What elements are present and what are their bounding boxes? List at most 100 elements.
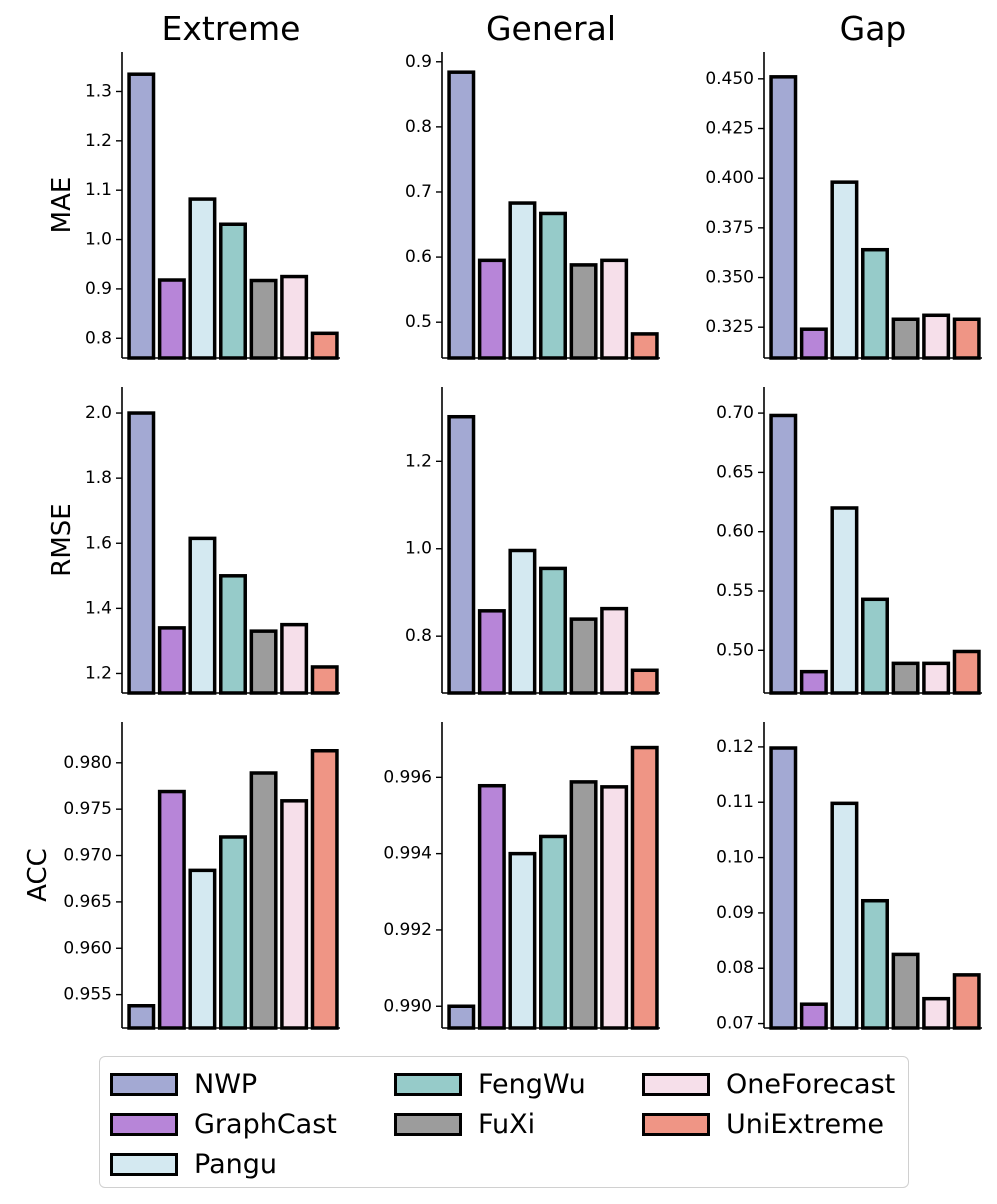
y-tick-label-acc-gap: 0.11 <box>716 792 754 812</box>
legend-item-fuxi: FuXi <box>394 1104 535 1144</box>
y-tick-label-acc-extreme: 0.970 <box>63 846 112 866</box>
bar-rmse-extreme-pangu <box>188 536 217 695</box>
bar-acc-general-nwp <box>447 1004 476 1030</box>
y-tick-label-acc-extreme: 0.955 <box>63 985 112 1005</box>
legend-swatch-graphcast <box>110 1112 178 1136</box>
bar-mae-gap-fengwu <box>861 247 889 360</box>
legend-swatch-pangu <box>110 1152 178 1176</box>
legend-label-pangu: Pangu <box>194 1148 277 1180</box>
y-tick-label-rmse-general: 1.0 <box>405 539 432 559</box>
y-tick-label-mae-gap: 0.350 <box>705 268 754 288</box>
legend-label-uniextreme: UniExtreme <box>726 1108 885 1140</box>
bar-mae-general-fuxi <box>569 263 598 360</box>
legend-item-uniextreme: UniExtreme <box>642 1104 884 1144</box>
y-tick-label-rmse-gap: 0.60 <box>716 522 754 542</box>
y-tick-label-acc-extreme: 0.960 <box>63 938 112 958</box>
bar-acc-extreme-graphcast <box>157 789 186 1030</box>
bar-mae-gap-nwp <box>769 75 798 360</box>
bar-acc-extreme-fuxi <box>249 771 278 1030</box>
row-label-rmse: RMSE <box>47 503 77 576</box>
legend-swatch-uniextreme <box>642 1112 710 1136</box>
y-tick-label-rmse-general: 0.8 <box>405 626 432 646</box>
bar-acc-gap-oneforecast <box>922 996 951 1030</box>
y-tick-label-rmse-gap: 0.55 <box>716 581 754 601</box>
legend-swatch-nwp <box>110 1072 178 1096</box>
bar-rmse-general-oneforecast <box>600 606 629 695</box>
bar-mae-extreme-graphcast <box>157 278 186 360</box>
y-tick-label-mae-extreme: 1.1 <box>85 180 112 200</box>
bar-acc-general-fuxi <box>569 780 598 1030</box>
y-tick-label-rmse-extreme: 2.0 <box>85 403 112 423</box>
bar-acc-gap-graphcast <box>799 1002 828 1030</box>
y-tick-label-acc-general: 0.994 <box>383 844 432 864</box>
bar-rmse-gap-nwp <box>769 413 798 695</box>
bar-rmse-extreme-uniextreme <box>310 665 339 695</box>
y-tick-label-rmse-extreme: 1.8 <box>85 468 112 488</box>
bar-acc-extreme-uniextreme <box>310 749 339 1030</box>
y-tick-label-mae-general: 0.7 <box>405 182 432 202</box>
bar-rmse-general-graphcast <box>477 609 506 695</box>
legend-item-pangu: Pangu <box>110 1144 277 1184</box>
y-tick-label-mae-general: 0.6 <box>405 247 432 267</box>
bar-rmse-extreme-oneforecast <box>280 622 309 695</box>
y-tick-label-mae-extreme: 1.0 <box>85 230 112 250</box>
bar-rmse-gap-graphcast <box>799 669 828 695</box>
legend-swatch-fuxi <box>394 1112 462 1136</box>
legend-swatch-fengwu <box>394 1072 462 1096</box>
y-tick-label-mae-extreme: 1.3 <box>85 81 112 101</box>
legend-label-oneforecast: OneForecast <box>726 1068 896 1100</box>
y-tick-label-acc-extreme: 0.975 <box>63 799 112 819</box>
y-tick-label-mae-general: 0.9 <box>405 52 432 72</box>
bar-rmse-extreme-graphcast <box>157 626 186 695</box>
bar-mae-gap-graphcast <box>799 327 828 360</box>
legend-label-fuxi: FuXi <box>478 1108 536 1140</box>
legend-label-fengwu: FengWu <box>478 1068 586 1100</box>
bar-rmse-gap-fengwu <box>861 597 889 695</box>
bar-acc-general-graphcast <box>477 783 506 1030</box>
bar-mae-general-graphcast <box>477 258 506 360</box>
bar-acc-general-uniextreme <box>630 745 659 1030</box>
y-tick-label-acc-gap: 0.09 <box>716 903 754 923</box>
bar-acc-extreme-fengwu <box>219 835 247 1030</box>
y-tick-label-rmse-extreme: 1.6 <box>85 533 112 553</box>
bar-mae-gap-pangu <box>830 180 859 360</box>
column-title-extreme: Extreme <box>162 9 301 48</box>
bar-mae-extreme-fengwu <box>219 222 247 360</box>
y-tick-label-rmse-extreme: 1.2 <box>85 663 112 683</box>
column-title-gap: Gap <box>840 9 907 48</box>
bar-acc-gap-fuxi <box>891 952 920 1030</box>
bar-mae-general-nwp <box>447 70 476 360</box>
y-tick-label-mae-gap: 0.425 <box>705 119 754 139</box>
bar-mae-extreme-fuxi <box>249 278 278 360</box>
y-tick-label-acc-extreme: 0.965 <box>63 892 112 912</box>
bar-mae-extreme-oneforecast <box>280 274 309 360</box>
bar-mae-gap-uniextreme <box>952 317 981 360</box>
legend-swatch-oneforecast <box>642 1072 710 1096</box>
y-tick-label-rmse-gap: 0.65 <box>716 462 754 482</box>
y-tick-label-mae-extreme: 0.9 <box>85 279 112 299</box>
bar-acc-extreme-pangu <box>188 868 217 1030</box>
bar-rmse-general-fuxi <box>569 617 598 695</box>
row-label-mae: MAE <box>47 177 77 234</box>
legend-label-graphcast: GraphCast <box>194 1108 337 1140</box>
y-tick-label-acc-gap: 0.10 <box>716 848 754 868</box>
bar-mae-gap-fuxi <box>891 317 920 360</box>
bar-rmse-general-fengwu <box>539 566 567 695</box>
bar-mae-extreme-nwp <box>127 72 156 360</box>
bar-mae-general-pangu <box>508 201 537 360</box>
y-tick-label-acc-extreme: 0.980 <box>63 753 112 773</box>
y-tick-label-acc-general: 0.990 <box>383 996 432 1016</box>
y-tick-label-rmse-extreme: 1.4 <box>85 598 112 618</box>
y-tick-label-acc-gap: 0.12 <box>716 737 754 757</box>
bar-rmse-gap-uniextreme <box>952 649 981 695</box>
y-tick-label-mae-gap: 0.400 <box>705 168 754 188</box>
bar-mae-extreme-uniextreme <box>310 331 339 360</box>
bar-acc-gap-uniextreme <box>952 973 981 1030</box>
bar-rmse-gap-oneforecast <box>922 661 951 695</box>
bar-acc-gap-nwp <box>769 746 798 1030</box>
y-tick-label-acc-gap: 0.07 <box>716 1014 754 1034</box>
column-title-general: General <box>486 9 616 48</box>
y-tick-label-acc-gap: 0.08 <box>716 958 754 978</box>
bar-rmse-extreme-nwp <box>127 411 156 695</box>
bar-acc-gap-fengwu <box>861 898 889 1030</box>
